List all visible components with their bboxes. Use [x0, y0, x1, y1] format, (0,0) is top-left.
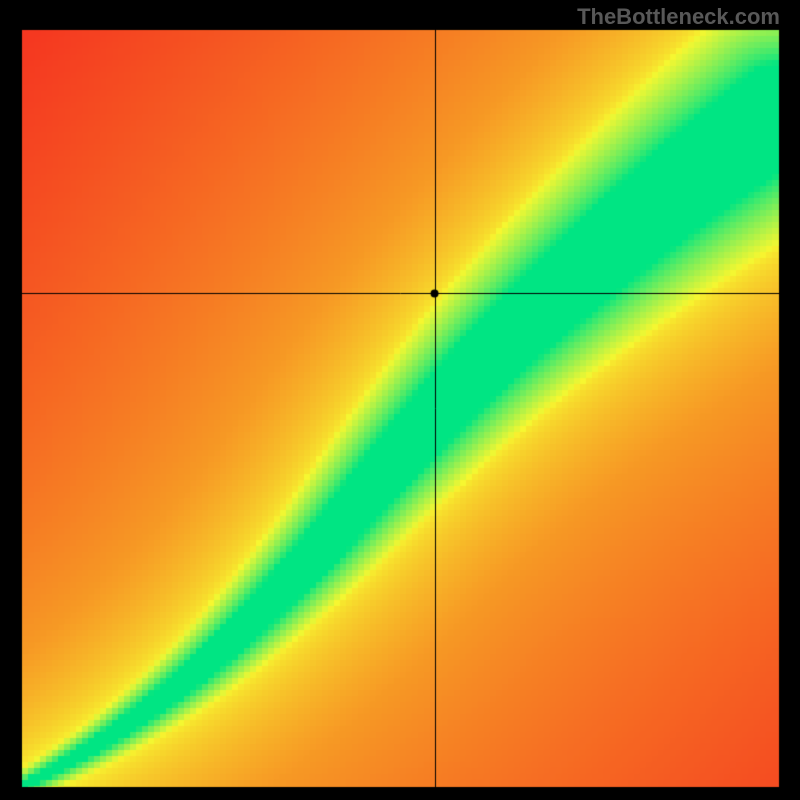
watermark-text: TheBottleneck.com [577, 4, 780, 30]
heatmap-canvas [0, 0, 800, 800]
chart-container: TheBottleneck.com [0, 0, 800, 800]
